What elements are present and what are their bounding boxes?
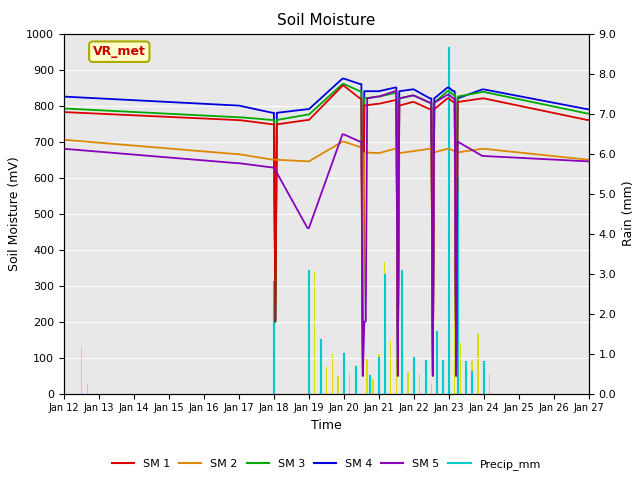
Bar	[384, 262, 385, 394]
Bar	[460, 343, 461, 394]
Bar	[407, 372, 409, 394]
Bar	[367, 358, 368, 394]
Bar	[314, 271, 316, 394]
Bar	[349, 374, 351, 394]
Bar	[355, 365, 356, 394]
Text: VR_met: VR_met	[93, 45, 146, 58]
Bar	[337, 375, 339, 394]
Bar	[86, 384, 88, 394]
Y-axis label: Rain (mm): Rain (mm)	[622, 181, 635, 246]
Y-axis label: Soil Moisture (mV): Soil Moisture (mV)	[8, 156, 20, 271]
Bar	[431, 383, 432, 394]
Bar	[326, 367, 327, 394]
Bar	[454, 262, 456, 394]
Bar	[396, 356, 397, 394]
Bar	[483, 363, 484, 394]
Bar	[308, 339, 310, 394]
Bar	[413, 363, 415, 394]
Bar	[390, 341, 391, 394]
Legend: TZ ppt: TZ ppt	[120, 477, 196, 480]
Bar	[477, 334, 479, 394]
X-axis label: Time: Time	[311, 419, 342, 432]
Bar	[489, 374, 490, 394]
Bar	[332, 354, 333, 394]
Bar	[320, 350, 321, 394]
Bar	[466, 361, 467, 394]
Bar	[442, 374, 444, 394]
Bar	[81, 347, 82, 394]
Bar	[419, 374, 420, 394]
Bar	[343, 372, 344, 394]
Bar	[378, 354, 380, 394]
Bar	[401, 334, 403, 394]
Bar	[436, 361, 438, 394]
Bar	[372, 379, 374, 394]
Bar	[472, 361, 473, 394]
Bar	[425, 383, 426, 394]
Title: Soil Moisture: Soil Moisture	[277, 13, 376, 28]
Bar	[448, 303, 449, 394]
